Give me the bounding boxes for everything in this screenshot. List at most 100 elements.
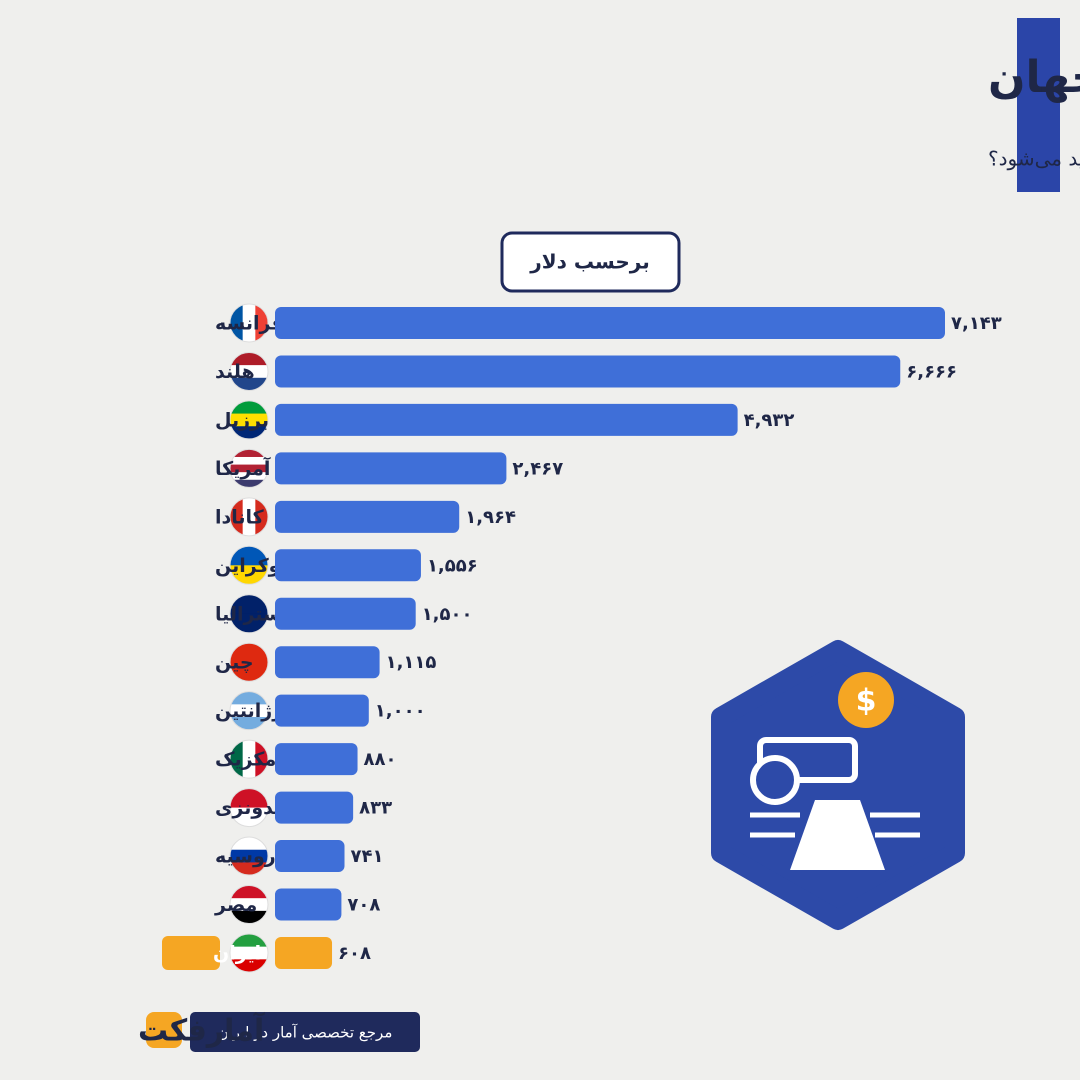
flag-stripe	[230, 464, 268, 473]
flag-stripe	[255, 740, 268, 779]
flag-stripe	[230, 946, 268, 960]
flag	[230, 933, 268, 972]
svg-text:$: $	[856, 684, 877, 719]
bar	[275, 743, 358, 776]
flag-stripe	[230, 594, 268, 615]
flag-stripe	[242, 740, 256, 779]
flag-stripe	[255, 304, 268, 342]
flag-stripe	[230, 472, 268, 481]
flag	[230, 643, 268, 682]
value-label: ۷۴۱	[351, 846, 384, 867]
bar	[275, 597, 416, 630]
flag	[230, 594, 268, 633]
flag-stripe	[230, 910, 268, 924]
brand: آمارفکت	[138, 1012, 265, 1049]
flag-border	[229, 788, 269, 828]
flag-stripe	[230, 426, 268, 439]
flag	[230, 400, 268, 439]
flag-border	[229, 497, 269, 537]
category-label: آمریکا	[215, 456, 271, 480]
category-label: اندونزی	[215, 797, 288, 819]
flag-stripe	[230, 643, 268, 663]
flag-border	[229, 933, 269, 973]
unit-box	[500, 231, 681, 293]
flag-stripe	[230, 837, 268, 851]
flag-stripe	[230, 959, 268, 972]
flag-stripe	[230, 740, 244, 779]
flag	[230, 546, 268, 585]
flag-stripe	[230, 565, 268, 585]
flag-stripe	[230, 613, 268, 633]
flag-stripe	[230, 449, 268, 458]
flag	[230, 740, 268, 779]
accent-bar	[1017, 18, 1060, 192]
flag-border	[229, 594, 269, 634]
flag-border	[229, 303, 269, 343]
flag	[230, 788, 268, 827]
category-label: چین	[215, 652, 254, 674]
flag-stripe	[230, 898, 268, 912]
bar	[275, 549, 421, 582]
bar	[275, 307, 945, 339]
bar	[275, 888, 342, 921]
flag	[230, 497, 268, 536]
illustration: $	[711, 640, 965, 930]
bar	[275, 403, 738, 436]
value-label: ۱,۹۶۴	[465, 507, 516, 528]
flag-stripe	[230, 352, 268, 366]
flag-border	[229, 448, 269, 488]
bar	[275, 936, 333, 969]
flag	[230, 352, 268, 391]
category-label: مکزیک	[215, 749, 276, 771]
flag-stripe	[230, 691, 268, 705]
value-label: ۷,۱۴۳	[951, 313, 1002, 334]
flag-stripe	[255, 497, 268, 536]
flag-stripe	[230, 862, 268, 876]
flag-border	[229, 739, 269, 779]
flag-stripe	[230, 933, 268, 948]
flag-stripe	[230, 456, 268, 466]
flag-stripe	[230, 662, 268, 682]
flag-border	[229, 885, 269, 925]
flag-stripe	[230, 885, 268, 899]
category-label: ایران	[213, 942, 261, 964]
bar	[275, 646, 380, 679]
brand-icon	[146, 1012, 182, 1048]
flag-stripe	[230, 788, 268, 809]
bar	[275, 452, 507, 485]
flag-stripe	[230, 479, 268, 488]
flag-stripe	[230, 546, 268, 566]
value-label: ۴,۹۳۲	[744, 410, 795, 431]
flag-border	[229, 642, 269, 682]
flag-stripe	[230, 497, 244, 536]
category-label: هلند	[215, 361, 255, 383]
bar	[275, 355, 901, 388]
flag-stripe	[230, 849, 268, 863]
flag-stripe	[230, 377, 268, 391]
flag-stripe	[230, 413, 268, 427]
subtitle: به ازای هر ۱,۰۰۰ متر مکعب آب چقدر محصول …	[988, 146, 1080, 171]
flag	[230, 449, 268, 488]
flag-stripe	[230, 304, 244, 342]
category-label: استرالیا	[215, 603, 288, 625]
category-label: مصر	[214, 894, 257, 916]
category-label: برزیل	[215, 409, 269, 431]
value-label: ۶۰۸	[338, 943, 371, 964]
footer: مرجع تخصصی آمار در ایران	[218, 1024, 393, 1042]
flag	[230, 885, 268, 924]
flag-border	[229, 351, 269, 391]
flag-stripe	[242, 497, 256, 536]
value-label: ۱,۵۵۶	[427, 555, 478, 576]
flag-stripe	[230, 807, 268, 827]
value-label: ۱,۵۰۰	[422, 604, 473, 625]
value-label: ۱,۰۰۰	[375, 701, 426, 722]
flag-border	[229, 836, 269, 876]
flag-stripe	[230, 717, 268, 730]
category-label: اوکراین	[215, 555, 287, 577]
flag-stripe	[230, 365, 268, 379]
flag-stripe	[230, 704, 268, 718]
value-label: ۲,۴۶۷	[512, 458, 563, 479]
bar	[275, 791, 354, 824]
